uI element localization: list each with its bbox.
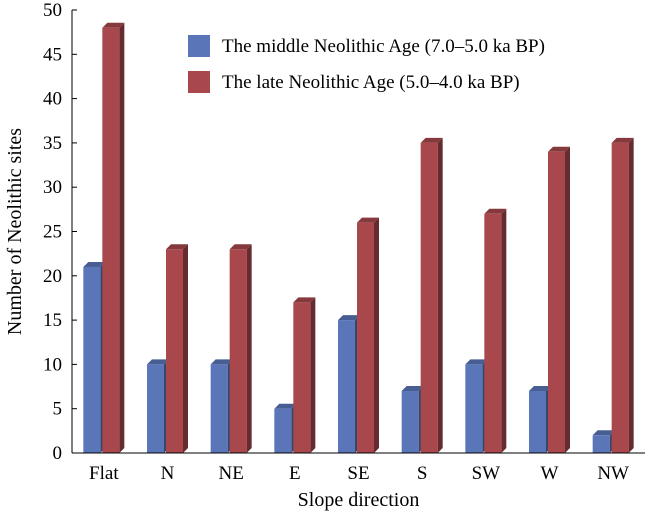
bar-e-series-1 <box>274 403 297 453</box>
x-axis-title: Slope direction <box>298 489 420 511</box>
y-tick-label: 25 <box>43 222 62 243</box>
y-tick-label: 30 <box>43 177 62 198</box>
bar-flat-series-1 <box>83 261 106 453</box>
x-tick-label: NW <box>597 463 629 484</box>
bar-sw-series-2 <box>484 208 507 453</box>
x-tick-label: S <box>417 463 428 484</box>
y-tick-label: 0 <box>53 443 63 464</box>
x-tick-label: N <box>161 463 175 484</box>
y-tick-label: 35 <box>43 133 62 154</box>
legend-swatch <box>188 35 210 57</box>
legend: The middle Neolithic Age (7.0–5.0 ka BP)… <box>188 35 545 93</box>
bar-sw-series-1 <box>465 359 488 453</box>
bar-n-series-2 <box>166 244 188 453</box>
bar-w-series-2 <box>548 146 570 453</box>
x-tick-label: SE <box>347 463 369 484</box>
bar-n-series-1 <box>147 359 169 453</box>
bar-nw-series-1 <box>592 430 615 453</box>
y-axis-title: Number of Neolithic sites <box>4 128 26 335</box>
bar-ne-series-1 <box>210 359 233 453</box>
y-tick-label: 10 <box>43 354 62 375</box>
y-tick-label: 5 <box>53 399 63 420</box>
bar-s-series-1 <box>401 385 424 453</box>
legend-item-2: The late Neolithic Age (5.0–4.0 ka BP) <box>188 71 520 93</box>
bar-se-series-2 <box>357 217 379 453</box>
legend-item-1: The middle Neolithic Age (7.0–5.0 ka BP) <box>188 35 545 57</box>
bar-e-series-2 <box>293 297 316 453</box>
y-tick-label: 45 <box>43 44 62 65</box>
bar-ne-series-2 <box>229 244 252 453</box>
x-tick-label: W <box>541 463 559 484</box>
y-tick-label: 15 <box>43 310 62 331</box>
legend-swatch <box>188 71 210 93</box>
x-tick-label: Flat <box>89 463 119 484</box>
y-tick-label: 50 <box>43 0 62 21</box>
x-tick-label: E <box>289 463 301 484</box>
x-tick-label: NE <box>219 463 244 484</box>
bar-flat-series-2 <box>102 22 125 453</box>
x-ticks: Flat N NE E SE S SW W NW <box>89 463 629 484</box>
y-tick-label: 40 <box>43 89 62 110</box>
y-tick-label: 20 <box>43 266 62 287</box>
bar-s-series-2 <box>420 137 443 453</box>
y-ticks: 0 5 10 15 20 25 30 35 40 45 50 <box>43 0 77 464</box>
bar-nw-series-2 <box>611 137 634 453</box>
legend-label: The middle Neolithic Age (7.0–5.0 ka BP) <box>222 36 545 57</box>
bars-layer <box>83 22 634 453</box>
bar-w-series-1 <box>529 385 551 453</box>
bar-se-series-1 <box>338 315 360 453</box>
x-tick-label: SW <box>472 463 501 484</box>
legend-label: The late Neolithic Age (5.0–4.0 ka BP) <box>222 72 520 93</box>
